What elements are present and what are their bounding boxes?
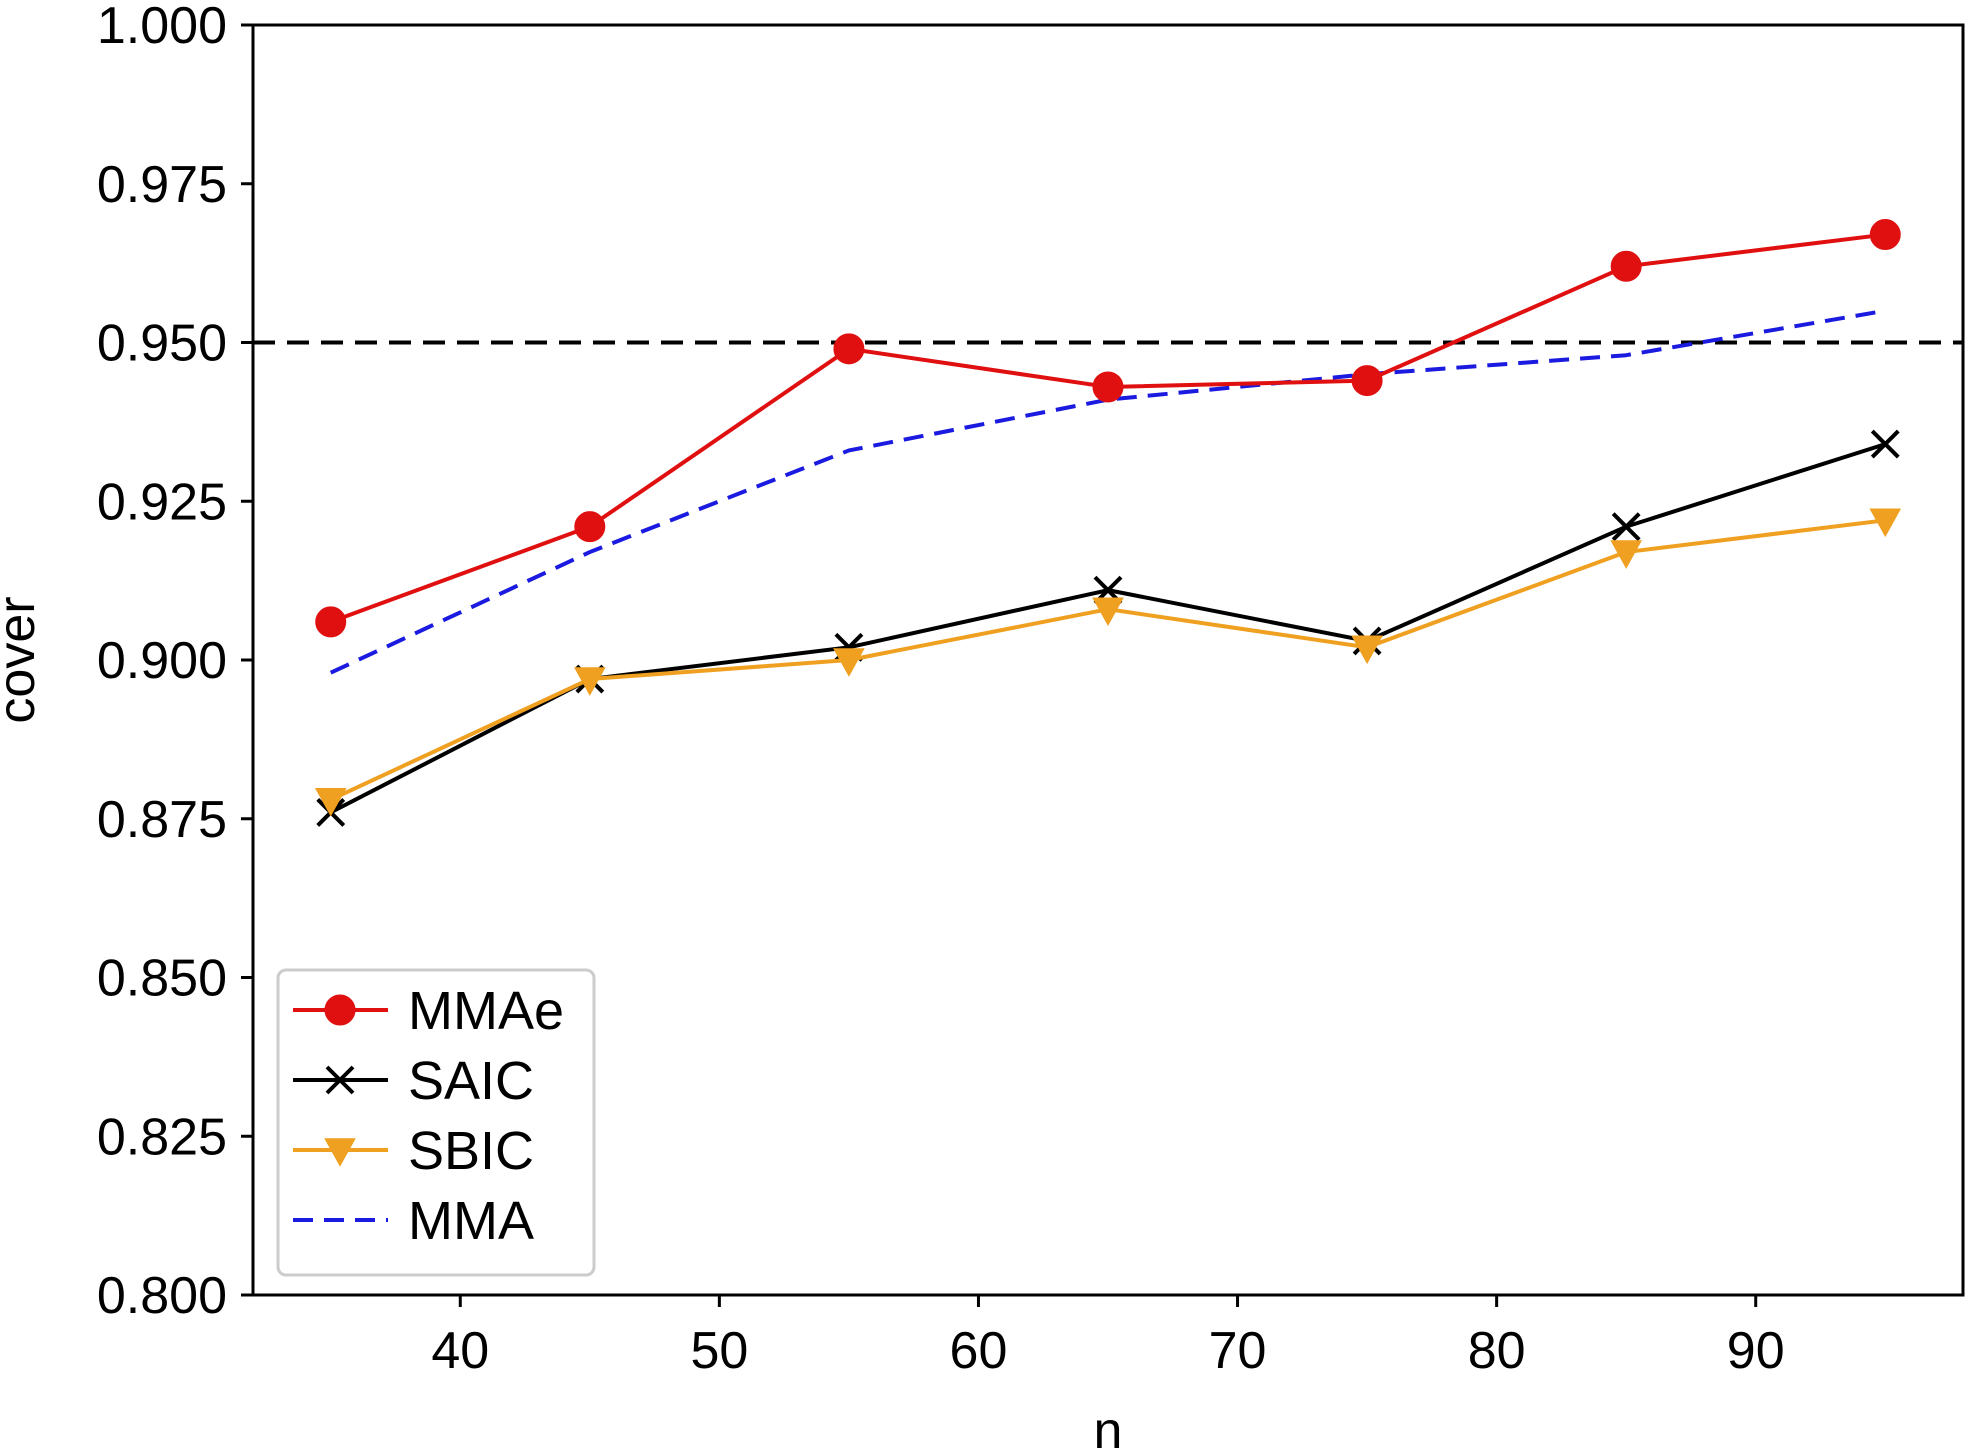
data-point-saic	[1611, 512, 1641, 542]
legend-label: MMAe	[408, 981, 564, 1041]
series-line-saic	[329, 442, 1886, 815]
data-point-mmae	[315, 606, 347, 638]
series-sbic	[314, 508, 1902, 817]
axes: 0.800 0.825 0.850 0.875 0.900 0.925 0.950 0.975…	[97, 0, 1965, 1380]
data-point-sbic	[1351, 635, 1383, 665]
legend-label: SAIC	[408, 1051, 534, 1111]
x-tick-label: 70	[1209, 1322, 1267, 1380]
series-mmae	[315, 219, 1901, 638]
series-mma	[329, 308, 1886, 675]
data-point-mmae	[574, 511, 606, 543]
data-point-sbic	[1869, 508, 1902, 538]
y-tick-label: 1.000	[97, 0, 227, 55]
y-tick-label: 0.825	[97, 1108, 227, 1166]
legend-item-mmae: MMAe	[293, 981, 564, 1041]
x-tick-label: 80	[1468, 1322, 1526, 1380]
y-tick-label: 0.850	[97, 950, 227, 1008]
data-point-sbic	[314, 787, 347, 817]
x-tick-label: 60	[950, 1322, 1008, 1380]
y-tick-label: 0.800	[97, 1267, 227, 1325]
plot-area	[253, 219, 1963, 827]
legend-label: MMA	[408, 1191, 534, 1251]
data-point-mmae	[1869, 219, 1901, 251]
legend: MMAe SAIC SBIC MMA	[276, 968, 596, 1277]
y-tick-label: 0.975	[97, 156, 227, 214]
data-point-sbic	[1092, 597, 1124, 626]
legend-marker-sbic	[324, 1138, 356, 1167]
series-saic	[316, 429, 1900, 827]
legend-label: SBIC	[408, 1121, 534, 1181]
legend-item-mma: MMA	[293, 1191, 534, 1251]
y-tick-label: 0.900	[97, 632, 227, 690]
y-tick-label: 0.950	[97, 315, 227, 373]
data-point-sbic	[1610, 540, 1643, 569]
data-point-sbic	[573, 667, 606, 696]
x-tick-label: 40	[431, 1322, 489, 1380]
x-tick-label: 90	[1727, 1322, 1785, 1380]
legend-box	[276, 968, 596, 1277]
data-point-sbic	[833, 648, 865, 677]
data-point-saic	[1870, 429, 1900, 459]
y-tick-label: 0.875	[97, 791, 227, 849]
legend-marker-saic	[325, 1065, 355, 1095]
legend-item-sbic: SBIC	[293, 1121, 534, 1181]
legend-marker-mmae	[324, 994, 356, 1026]
data-point-mmae	[833, 333, 865, 365]
y-axis-title: cover	[0, 596, 46, 723]
data-point-mmae	[1092, 371, 1124, 403]
data-point-mmae	[1351, 365, 1383, 397]
series-line-mma	[329, 308, 1886, 675]
x-axis-title: n	[1094, 1402, 1123, 1456]
data-point-mmae	[1610, 250, 1642, 282]
plot-series	[253, 219, 1963, 827]
y-tick-label: 0.925	[97, 473, 227, 531]
x-tick-label: 50	[690, 1322, 748, 1380]
legend-item-saic: SAIC	[293, 1051, 534, 1111]
